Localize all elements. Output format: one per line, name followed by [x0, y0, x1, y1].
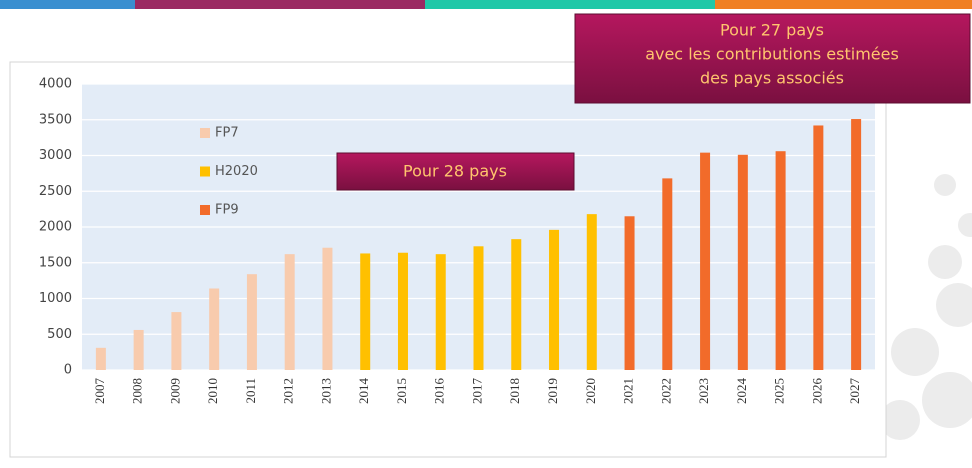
bar: [134, 330, 144, 370]
legend-swatch: [200, 167, 210, 177]
bar: [851, 119, 861, 370]
x-tick-label: 2013: [318, 378, 333, 404]
y-tick-label: 2500: [39, 184, 72, 199]
bar: [322, 248, 332, 370]
y-tick-label: 3500: [39, 112, 72, 127]
annotation-text: avec les contributions estimées: [645, 45, 899, 64]
legend-label: H2020: [215, 164, 258, 179]
legend-swatch: [200, 128, 210, 138]
top-stripe: [0, 0, 972, 9]
x-tick-label: 2020: [583, 378, 598, 404]
x-tick-label: 2014: [356, 378, 371, 405]
page: {"chart_data":{"type":"bar", "categories…: [0, 0, 972, 464]
x-tick-label: 2007: [92, 378, 107, 405]
x-tick-label: 2022: [658, 378, 673, 404]
bar: [398, 253, 408, 370]
annotation-text: des pays associés: [700, 69, 844, 88]
legend-label: FP7: [215, 126, 239, 141]
bar: [549, 230, 559, 370]
x-tick-label: 2017: [469, 378, 484, 405]
x-tick-label: 2023: [696, 378, 711, 404]
x-tick-label: 2015: [394, 378, 409, 404]
bar: [96, 348, 106, 370]
decor-circles: [880, 174, 972, 440]
y-tick-label: 1500: [39, 255, 72, 270]
x-tick-label: 2027: [847, 378, 862, 405]
bar: [436, 254, 446, 370]
x-tick-label: 2012: [281, 378, 296, 404]
bar: [209, 288, 219, 370]
bar: [285, 254, 295, 370]
x-tick-label: 2026: [809, 378, 824, 405]
y-tick-label: 2000: [39, 220, 72, 235]
x-tick-label: 2024: [734, 378, 749, 405]
x-tick-label: 2018: [507, 378, 522, 404]
bar: [511, 239, 521, 370]
legend-swatch: [200, 205, 210, 215]
x-tick-label: 2016: [432, 378, 447, 405]
chart: 0 500 1000 1500 2000 2500 3000 3500 4000 2007 2008…: [0, 0, 972, 464]
bar: [171, 312, 181, 370]
x-tick-label: 2019: [545, 378, 560, 404]
bar: [813, 125, 823, 370]
x-tick-label: 2025: [772, 378, 787, 404]
bar: [247, 274, 257, 370]
y-tick-label: 1000: [39, 291, 72, 306]
y-tick-label: 500: [47, 327, 72, 342]
x-tick-label: 2021: [621, 378, 636, 404]
bar: [662, 178, 672, 370]
bar: [625, 216, 635, 370]
annotation-text: Pour 28 pays: [403, 162, 507, 181]
y-tick-label: 3000: [39, 148, 72, 163]
bar: [738, 155, 748, 370]
y-tick-label: 0: [64, 363, 72, 378]
x-tick-label: 2009: [167, 378, 182, 404]
x-tick-label: 2008: [130, 378, 145, 404]
bar: [700, 153, 710, 370]
bar: [474, 246, 484, 370]
bar: [360, 253, 370, 370]
bar: [776, 151, 786, 370]
annotation-text: Pour 27 pays: [720, 21, 824, 40]
legend-label: FP9: [215, 203, 239, 218]
x-tick-label: 2010: [205, 378, 220, 404]
x-tick-label: 2011: [243, 378, 258, 404]
bar: [587, 214, 597, 370]
y-tick-label: 4000: [39, 77, 72, 92]
